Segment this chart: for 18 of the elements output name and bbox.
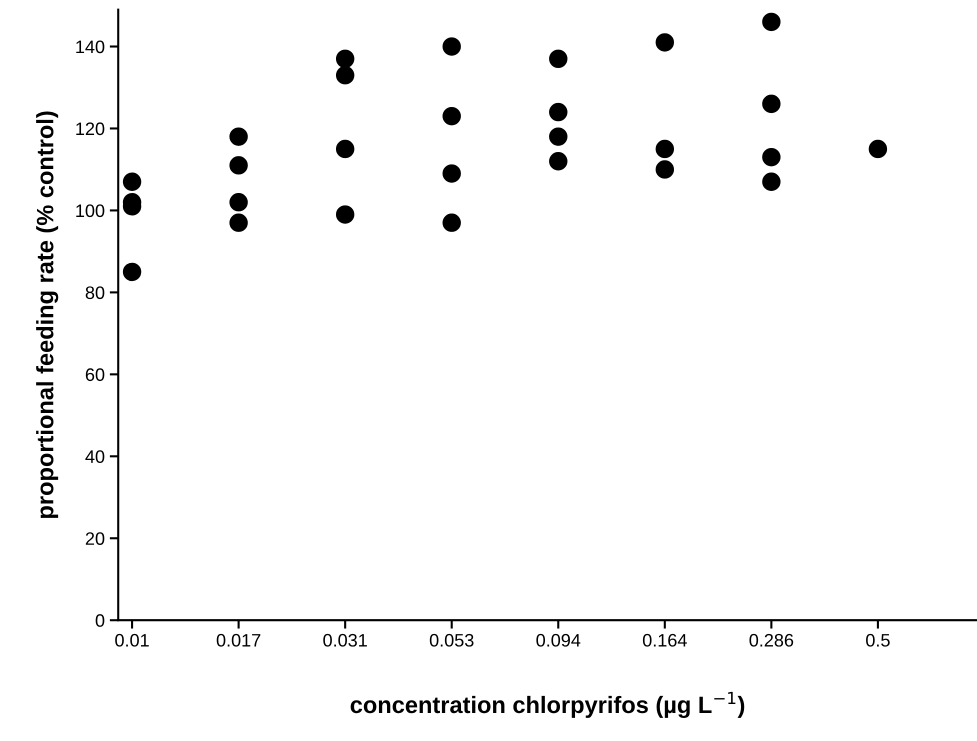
x-tick-label: 0.164 bbox=[642, 634, 687, 647]
x-tick-label: 0.094 bbox=[536, 634, 580, 647]
x-tick-label: 0.5 bbox=[866, 634, 890, 647]
x-tick-label: 0.01 bbox=[115, 634, 149, 647]
y-tick-label: 100 bbox=[76, 204, 104, 218]
x-tick-label: 0.286 bbox=[749, 634, 794, 647]
x-tick-label: 0.017 bbox=[216, 634, 260, 647]
y-tick-label: 60 bbox=[86, 368, 104, 382]
y-axis-title: proportional feeding rate (% control) bbox=[36, 111, 58, 518]
y-tick-label: 20 bbox=[86, 532, 104, 545]
y-tick-label: 0 bbox=[96, 614, 104, 627]
y-tick-label: 40 bbox=[85, 450, 104, 464]
x-tick-label: 0.031 bbox=[323, 634, 367, 647]
y-tick-label: 120 bbox=[76, 122, 104, 136]
y-tick-label: 140 bbox=[76, 40, 104, 54]
x-tick-label: 0.053 bbox=[430, 634, 474, 647]
x-axis-title: concentration chlorpyrifos (µg L$^{−1}$) bbox=[350, 692, 744, 718]
y-tick-label: 80 bbox=[86, 286, 104, 300]
